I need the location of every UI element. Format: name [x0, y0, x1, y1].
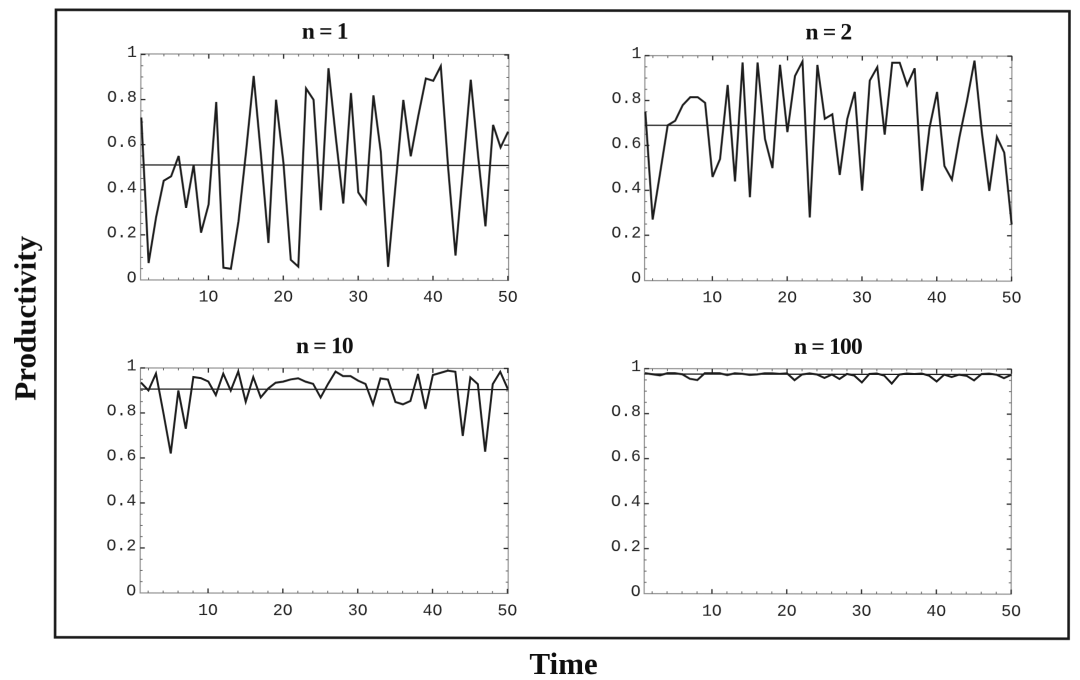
svg-text:O: O	[631, 582, 641, 601]
svg-text:O.8: O.8	[611, 402, 641, 421]
svg-text:n = 10: n = 10	[296, 333, 353, 359]
svg-text:2O: 2O	[777, 288, 797, 307]
svg-text:4O: 4O	[927, 289, 947, 308]
svg-text:O.4: O.4	[107, 491, 137, 510]
svg-text:O.2: O.2	[107, 223, 137, 242]
svg-text:n = 100: n = 100	[794, 334, 862, 360]
svg-text:3O: 3O	[852, 288, 872, 307]
svg-text:1: 1	[631, 357, 641, 376]
svg-text:1O: 1O	[199, 288, 219, 307]
svg-text:1O: 1O	[702, 602, 722, 621]
svg-text:Time: Time	[529, 646, 597, 680]
svg-text:4O: 4O	[423, 601, 443, 620]
svg-text:O.4: O.4	[611, 179, 641, 198]
svg-text:O.8: O.8	[107, 88, 137, 107]
svg-text:3O: 3O	[348, 288, 368, 307]
svg-text:5O: 5O	[1001, 602, 1021, 621]
svg-text:O.4: O.4	[107, 178, 137, 197]
svg-text:O: O	[631, 269, 641, 288]
svg-text:O.2: O.2	[106, 536, 136, 555]
svg-text:O.2: O.2	[611, 537, 641, 556]
svg-text:O.6: O.6	[611, 447, 641, 466]
svg-text:5O: 5O	[498, 288, 518, 307]
svg-text:1: 1	[127, 356, 137, 375]
svg-text:2O: 2O	[273, 601, 293, 620]
svg-text:1: 1	[631, 44, 641, 63]
svg-text:2O: 2O	[777, 602, 797, 621]
svg-text:O.8: O.8	[107, 401, 137, 420]
svg-text:5O: 5O	[498, 601, 518, 620]
svg-text:4O: 4O	[926, 602, 946, 621]
svg-text:O.8: O.8	[612, 89, 642, 108]
svg-text:4O: 4O	[423, 288, 443, 307]
svg-text:n = 1: n = 1	[302, 19, 348, 45]
svg-text:3O: 3O	[348, 601, 368, 620]
svg-text:1O: 1O	[702, 288, 722, 307]
svg-text:O.2: O.2	[611, 224, 641, 243]
svg-text:3O: 3O	[852, 602, 872, 621]
svg-text:O.4: O.4	[611, 492, 641, 511]
svg-text:O.6: O.6	[107, 446, 137, 465]
svg-text:O.6: O.6	[612, 134, 642, 153]
svg-text:5O: 5O	[1002, 289, 1022, 308]
svg-text:Productivity: Productivity	[7, 235, 42, 400]
svg-text:1O: 1O	[198, 601, 218, 620]
svg-text:1: 1	[127, 43, 137, 62]
svg-text:n = 2: n = 2	[805, 19, 851, 45]
svg-text:O.6: O.6	[107, 133, 137, 152]
svg-text:O: O	[126, 581, 136, 600]
svg-text:2O: 2O	[273, 288, 293, 307]
svg-text:O: O	[127, 268, 137, 287]
